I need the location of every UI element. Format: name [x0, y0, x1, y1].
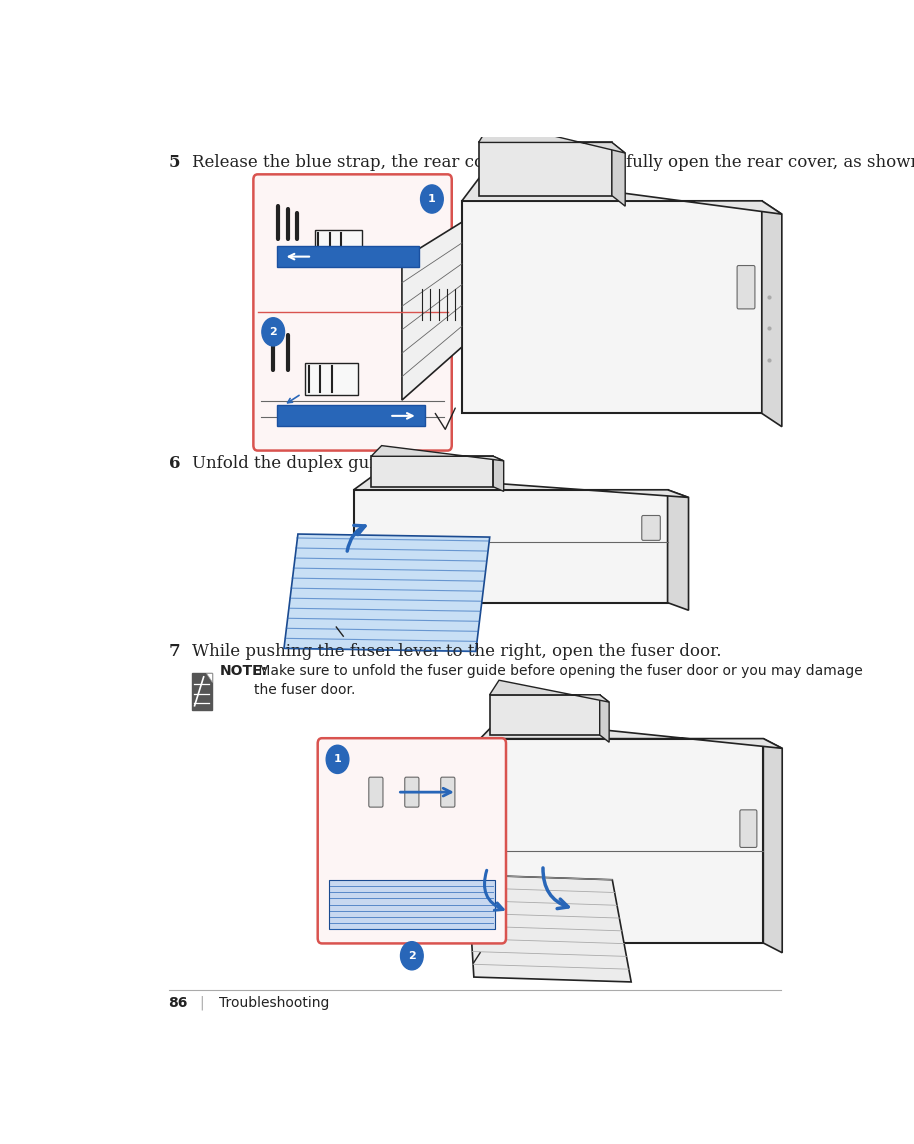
Polygon shape: [762, 201, 781, 427]
Polygon shape: [611, 143, 625, 206]
Polygon shape: [494, 456, 504, 491]
Text: |: |: [199, 995, 204, 1010]
Polygon shape: [667, 490, 688, 610]
Circle shape: [262, 318, 284, 345]
FancyBboxPatch shape: [480, 739, 763, 943]
Text: 1: 1: [334, 754, 342, 764]
FancyBboxPatch shape: [277, 405, 425, 427]
FancyBboxPatch shape: [305, 363, 358, 395]
Text: 7: 7: [168, 643, 180, 660]
Polygon shape: [462, 174, 781, 214]
FancyBboxPatch shape: [354, 490, 667, 603]
FancyBboxPatch shape: [441, 777, 455, 808]
Text: 1: 1: [428, 194, 436, 204]
Polygon shape: [490, 681, 609, 702]
Text: 2: 2: [270, 327, 277, 336]
FancyBboxPatch shape: [642, 516, 660, 540]
Polygon shape: [284, 534, 490, 651]
Polygon shape: [600, 694, 609, 742]
FancyBboxPatch shape: [462, 201, 762, 413]
Text: Troubleshooting: Troubleshooting: [218, 995, 329, 1010]
Text: NOTE:: NOTE:: [220, 664, 268, 678]
Text: 5: 5: [168, 154, 180, 172]
Polygon shape: [763, 739, 782, 953]
FancyBboxPatch shape: [318, 738, 506, 944]
FancyBboxPatch shape: [740, 810, 757, 848]
Text: 86: 86: [168, 995, 188, 1010]
FancyBboxPatch shape: [369, 777, 383, 808]
Circle shape: [420, 185, 443, 213]
Polygon shape: [468, 875, 632, 982]
Text: 2: 2: [408, 951, 416, 961]
FancyBboxPatch shape: [253, 174, 452, 451]
FancyBboxPatch shape: [329, 880, 494, 929]
Polygon shape: [354, 475, 688, 498]
Text: While pushing the fuser lever to the right, open the fuser door.: While pushing the fuser lever to the rig…: [192, 643, 721, 660]
Text: 6: 6: [168, 455, 180, 472]
Circle shape: [326, 745, 349, 773]
Polygon shape: [479, 121, 625, 153]
FancyBboxPatch shape: [371, 456, 494, 486]
FancyBboxPatch shape: [405, 777, 419, 808]
Polygon shape: [402, 222, 462, 400]
Polygon shape: [206, 673, 211, 682]
FancyBboxPatch shape: [479, 143, 611, 196]
Text: Unfold the duplex guide fully.: Unfold the duplex guide fully.: [192, 455, 440, 472]
FancyBboxPatch shape: [192, 673, 211, 710]
FancyBboxPatch shape: [314, 230, 362, 262]
Text: Release the blue strap, the rear cover stopper, and fully open the rear cover, a: Release the blue strap, the rear cover s…: [192, 154, 914, 172]
FancyBboxPatch shape: [277, 246, 419, 268]
Polygon shape: [371, 446, 504, 461]
Polygon shape: [480, 720, 782, 748]
FancyBboxPatch shape: [490, 694, 600, 734]
Text: Make sure to unfold the fuser guide before opening the fuser door or you may dam: Make sure to unfold the fuser guide befo…: [254, 664, 863, 698]
Circle shape: [400, 942, 423, 970]
FancyBboxPatch shape: [737, 265, 755, 309]
